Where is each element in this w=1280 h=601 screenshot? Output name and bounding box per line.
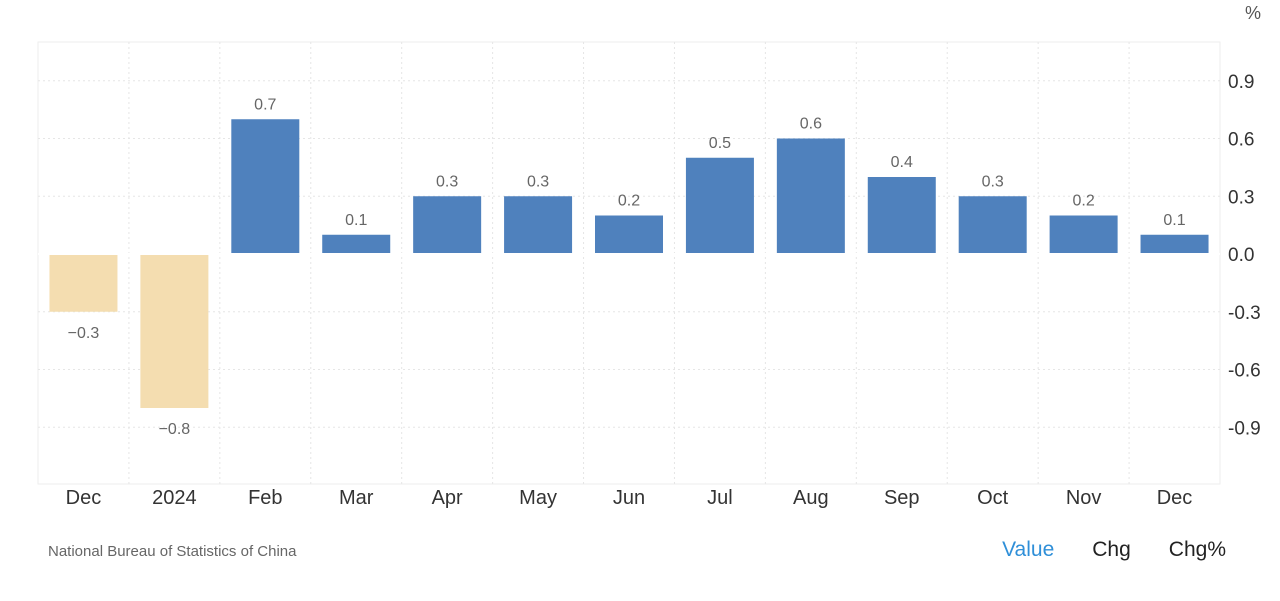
x-tick-label: 2024 — [152, 487, 197, 509]
tab-chg[interactable]: Chg — [1092, 538, 1131, 561]
bar — [231, 119, 300, 254]
y-tick-label: 0.3 — [1228, 187, 1254, 208]
bar — [1140, 234, 1209, 254]
bar — [49, 254, 118, 312]
y-tick-label: 0.0 — [1228, 245, 1254, 266]
data-label: 0.1 — [1163, 212, 1185, 229]
data-label: 0.2 — [618, 193, 640, 210]
view-tabs: Value Chg Chg% — [1002, 538, 1226, 562]
bar — [413, 196, 482, 254]
data-label: 0.1 — [345, 212, 367, 229]
x-tick-label: Aug — [793, 487, 829, 509]
y-tick-label: -0.3 — [1228, 303, 1261, 324]
y-tick-label: -0.6 — [1228, 361, 1261, 382]
data-label: 0.3 — [436, 173, 458, 190]
data-label: 0.3 — [982, 173, 1004, 190]
x-tick-label: Dec — [66, 487, 102, 509]
data-label: −0.3 — [68, 325, 100, 342]
bar — [776, 138, 845, 254]
x-tick-label: Jun — [613, 487, 645, 509]
x-tick-label: Nov — [1066, 487, 1102, 509]
data-label: 0.2 — [1072, 193, 1094, 210]
y-tick-label: 0.6 — [1228, 130, 1254, 151]
plot-area — [37, 41, 1221, 485]
bar — [685, 157, 754, 254]
bar — [140, 254, 209, 408]
data-label: −0.8 — [159, 421, 191, 438]
tab-chg-percent[interactable]: Chg% — [1168, 538, 1226, 561]
bar — [1049, 215, 1118, 254]
bar — [322, 234, 391, 254]
x-tick-label: May — [519, 487, 557, 509]
data-label: 0.3 — [527, 173, 549, 190]
x-tick-label: Sep — [884, 487, 920, 509]
bar — [867, 177, 936, 254]
source-label: National Bureau of Statistics of China — [48, 543, 297, 560]
x-tick-label: Feb — [248, 487, 282, 509]
x-tick-label: Jul — [707, 487, 733, 509]
bar — [595, 215, 663, 254]
x-tick-label: Dec — [1157, 487, 1193, 509]
data-label: 0.5 — [709, 135, 731, 152]
x-tick-label: Mar — [339, 487, 374, 509]
unit-label: % — [1245, 3, 1261, 23]
x-tick-label: Apr — [432, 487, 463, 509]
tab-value[interactable]: Value — [1002, 538, 1055, 561]
x-tick-label: Oct — [977, 487, 1009, 509]
data-label: 0.4 — [891, 154, 913, 171]
y-tick-label: -0.9 — [1228, 418, 1261, 439]
data-label: 0.7 — [254, 96, 276, 113]
y-tick-label: 0.9 — [1228, 72, 1254, 93]
data-label: 0.6 — [800, 116, 822, 133]
bar — [958, 196, 1027, 254]
bar — [504, 196, 573, 254]
